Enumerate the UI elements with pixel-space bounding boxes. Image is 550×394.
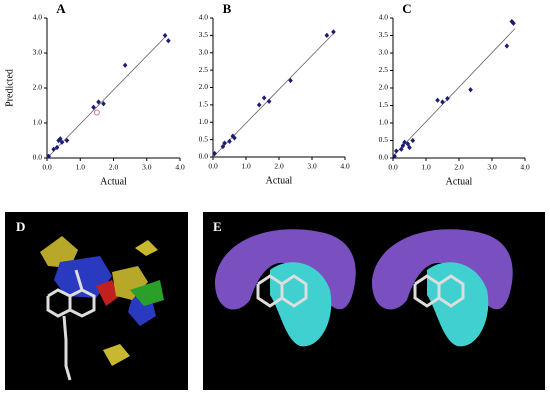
panel-label: D: [16, 219, 25, 234]
data-point: [435, 97, 440, 103]
contour-yellow: [103, 344, 130, 366]
data-point: [324, 32, 330, 38]
panel-e: [203, 212, 545, 390]
data-point: [256, 102, 262, 108]
x-tick-label: 4.0: [520, 163, 530, 172]
x-tick-label: 2.0: [454, 163, 464, 172]
data-point: [59, 139, 65, 145]
x-axis-label: Actual: [266, 175, 293, 186]
x-axis-label: Actual: [100, 176, 127, 187]
data-point: [212, 150, 217, 157]
fit-line: [46, 35, 167, 159]
data-point: [511, 20, 516, 26]
y-tick-label: 2.5: [379, 65, 389, 74]
contour-yellow: [40, 236, 78, 268]
x-tick-label: 1.0: [421, 163, 431, 172]
data-point: [51, 146, 56, 152]
contour-red: [96, 280, 120, 306]
x-axis-label: Actual: [446, 176, 473, 187]
x-tick-label: 3.0: [142, 163, 152, 172]
contour-yellow: [135, 240, 158, 256]
data-point: [392, 153, 397, 159]
data-point: [101, 101, 106, 107]
x-tick-label: 0.0: [208, 162, 218, 171]
test-point: [93, 109, 100, 116]
y-axis-label: Predicted: [4, 69, 15, 107]
fit-line: [212, 31, 336, 158]
x-tick-label: 1.0: [76, 163, 86, 172]
y-tick-label: 4.0: [199, 13, 209, 22]
y-tick-label: 0.5: [379, 135, 389, 144]
x-tick-label: 4.0: [175, 163, 185, 172]
data-point: [266, 98, 272, 104]
data-point: [58, 136, 63, 142]
y-tick-label: 2.0: [379, 83, 389, 92]
fit-line: [392, 28, 516, 157]
data-point: [504, 43, 510, 49]
molecule: [256, 274, 465, 308]
data-point: [96, 99, 101, 105]
panel-label: E: [213, 219, 222, 234]
data-point: [410, 137, 416, 144]
y-tick-label: 3.5: [379, 30, 389, 39]
y-tick-label: 0.0: [199, 152, 209, 161]
data-point: [64, 137, 70, 144]
data-point: [162, 32, 168, 39]
y-tick-label: 3.0: [379, 48, 389, 57]
data-point: [402, 139, 407, 145]
data-point: [440, 99, 445, 105]
y-tick-label: 0.5: [199, 134, 209, 143]
panel-d: [5, 212, 188, 390]
data-point: [261, 95, 267, 101]
data-point: [91, 104, 96, 110]
molecule: [46, 269, 96, 381]
data-point: [405, 141, 411, 147]
y-tick-label: 2.0: [199, 82, 209, 91]
x-tick-label: 3.0: [307, 162, 317, 171]
data-point: [230, 133, 236, 139]
y-tick-label: 2.5: [199, 65, 209, 74]
data-point: [220, 143, 226, 150]
chart-title: B: [223, 1, 232, 16]
data-point: [445, 95, 450, 102]
data-point: [166, 38, 171, 44]
y-tick-label: 1.0: [379, 118, 389, 127]
data-point: [331, 29, 336, 35]
contour-green: [130, 280, 164, 306]
x-tick-label: 4.0: [340, 162, 350, 171]
y-tick-label: 0.0: [33, 153, 43, 162]
x-tick-label: 3.0: [487, 163, 497, 172]
data-point: [400, 143, 406, 149]
x-tick-label: 0.0: [42, 163, 52, 172]
y-tick-label: 1.5: [379, 100, 389, 109]
y-tick-label: 1.5: [199, 100, 209, 109]
x-tick-label: 1.0: [241, 162, 251, 171]
data-point: [288, 77, 293, 84]
data-point: [232, 135, 237, 141]
chart-title: A: [56, 1, 66, 16]
y-tick-label: 1.0: [33, 118, 43, 127]
data-point: [227, 138, 232, 144]
y-tick-label: 3.0: [199, 47, 209, 56]
data-point: [46, 153, 51, 159]
y-tick-label: 3.0: [33, 48, 43, 57]
x-tick-label: 0.0: [388, 163, 398, 172]
chart-title: C: [402, 1, 411, 16]
x-tick-label: 2.0: [109, 163, 119, 172]
y-tick-label: 4.0: [379, 13, 389, 22]
data-point: [54, 144, 60, 151]
data-point: [398, 146, 404, 152]
x-tick-label: 2.0: [274, 162, 284, 171]
y-tick-label: 1.0: [199, 117, 209, 126]
y-tick-label: 3.5: [199, 30, 209, 39]
data-point: [122, 62, 128, 68]
data-point: [468, 87, 473, 93]
data-point: [407, 144, 412, 151]
data-point: [394, 148, 399, 154]
data-point: [222, 140, 227, 146]
y-tick-label: 0.0: [379, 153, 389, 162]
y-tick-label: 4.0: [33, 13, 43, 22]
y-tick-label: 2.0: [33, 83, 43, 92]
